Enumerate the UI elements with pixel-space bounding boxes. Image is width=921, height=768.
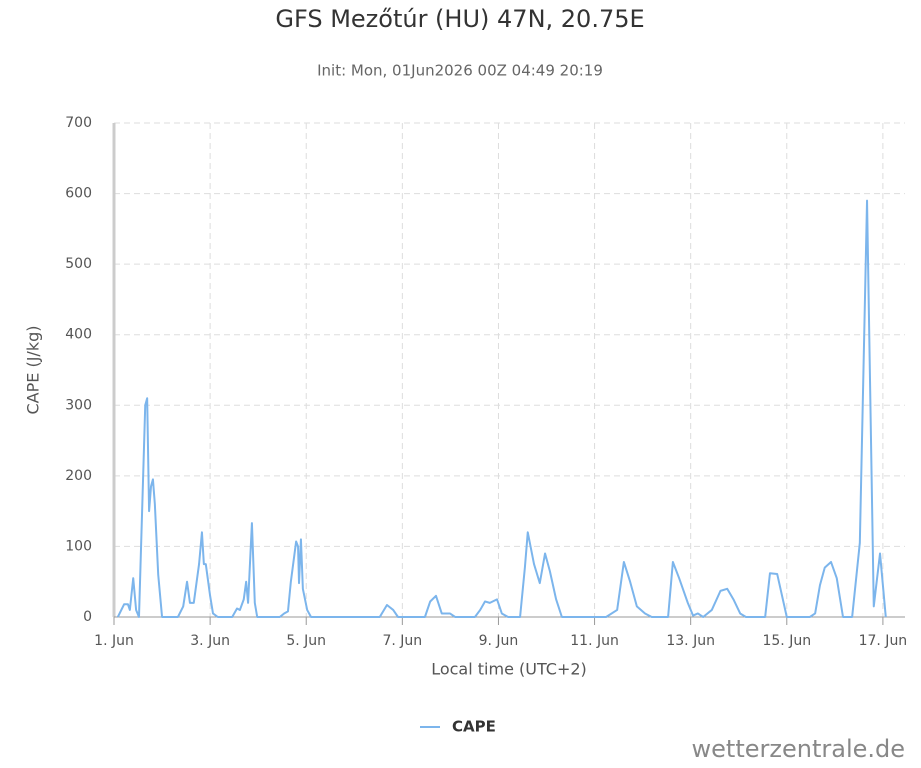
y-tick-label: 400 xyxy=(65,327,92,343)
chart-title: GFS Mezőtúr (HU) 47N, 20.75E xyxy=(275,5,644,33)
x-tick-label: 15. Jun xyxy=(762,633,811,649)
data-line xyxy=(116,199,887,618)
x-tick-label: 3. Jun xyxy=(190,633,230,649)
chart-subtitle: Init: Mon, 01Jun2026 00Z 04:49 20:19 xyxy=(317,62,603,80)
x-tick-label: 17. Jun xyxy=(859,633,908,649)
x-tick-label: 7. Jun xyxy=(382,633,422,649)
y-tick-label: 300 xyxy=(65,397,92,413)
x-tick-label: 11. Jun xyxy=(570,633,619,649)
x-tick-label: 1. Jun xyxy=(94,633,134,649)
x-tick-label: 5. Jun xyxy=(286,633,326,649)
y-tick-label: 500 xyxy=(65,256,92,272)
credit: wetterzentrale.de xyxy=(692,735,905,763)
x-tick-label: 9. Jun xyxy=(479,633,519,649)
y-tick-label: 700 xyxy=(65,115,92,131)
x-axis-title: Local time (UTC+2) xyxy=(431,660,587,679)
y-axis-title: CAPE (J/kg) xyxy=(24,326,43,415)
y-tick-label: 200 xyxy=(65,468,92,484)
y-tick-label: 100 xyxy=(65,538,92,554)
legend-label: CAPE xyxy=(452,718,496,736)
x-tick-label: 13. Jun xyxy=(666,633,715,649)
y-tick-label: 0 xyxy=(83,609,92,625)
y-tick-label: 600 xyxy=(65,186,92,202)
